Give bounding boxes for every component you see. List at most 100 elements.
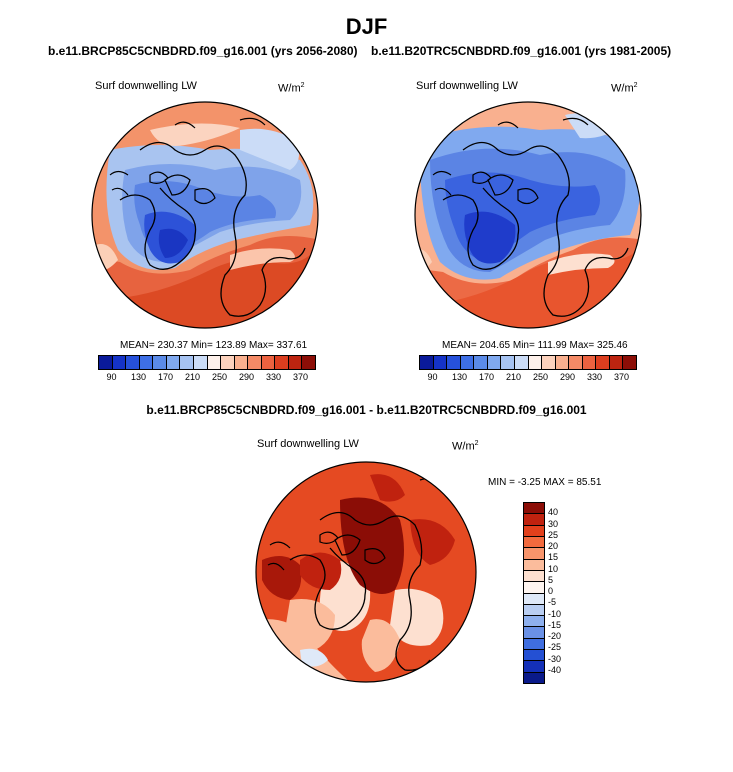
panel3-colorbar-tick-label: -25 — [548, 642, 562, 653]
panel1-colorbar-swatch — [221, 356, 235, 369]
panel3-colorbar-tick-label: -15 — [548, 619, 562, 630]
panel1-colorbar-swatch — [180, 356, 194, 369]
panel1-colorbar — [98, 355, 316, 370]
panel3-colorbar-tick-label: 25 — [548, 529, 559, 540]
panel3-colorbar-tick-label: 5 — [548, 574, 554, 585]
map-panel3-field — [256, 462, 476, 682]
panel2-colorbar-swatch — [609, 356, 624, 369]
panel1-case-label: b.e11.BRCP85C5CNBDRD.f09_g16.001 (yrs 20… — [48, 44, 358, 58]
map-panel1-field — [92, 102, 318, 328]
panel3-stats: MIN = -3.25 MAX = 85.51 — [488, 477, 602, 488]
panel3-colorbar-tick-label: 15 — [548, 552, 559, 563]
panel1-colorbar-tick-label: 210 — [184, 372, 201, 382]
panel1-colorbar-swatch — [139, 356, 154, 369]
panel2-colorbar-swatch — [501, 356, 515, 369]
panel2-colorbar-swatch — [447, 356, 461, 369]
panel1-colorbar-swatch — [99, 356, 113, 369]
panel1-colorbar-swatch — [275, 356, 289, 369]
panel2-colorbar — [419, 355, 637, 370]
panel2-stats: MEAN= 204.65 Min= 111.99 Max= 325.46 — [442, 340, 628, 351]
panel2-colorbar-tick-label: 370 — [613, 372, 630, 382]
panel3-case-label: b.e11.BRCP85C5CNBDRD.f09_g16.001 - b.e11… — [146, 403, 587, 417]
panel3-colorbar-swatch — [524, 638, 544, 651]
panel3-colorbar-swatch — [524, 559, 544, 571]
panel3-colorbar-swatch — [524, 661, 544, 673]
panel3-colorbar-tick-label: -10 — [548, 608, 562, 619]
panel2-colorbar-swatch — [623, 356, 636, 369]
panel2-colorbar-swatch — [542, 356, 556, 369]
panel3-colorbar-swatch — [524, 627, 544, 639]
panel2-colorbar-swatch — [487, 356, 502, 369]
panel3-colorbar-swatch — [524, 672, 544, 683]
panel2-colorbar-tick-label: 90 — [427, 372, 438, 382]
panel3-colorbar-swatch — [524, 548, 544, 560]
panel3-colorbar-swatch — [524, 616, 544, 628]
panel3-colorbar-swatch — [524, 525, 544, 537]
panel2-colorbar-swatch — [555, 356, 570, 369]
panel2-colorbar-tick-label: 170 — [478, 372, 495, 382]
map-panel2-field — [415, 102, 641, 328]
panel3-colorbar-tick-label: 20 — [548, 541, 559, 551]
panel2-colorbar-swatch — [420, 356, 434, 369]
panel1-stats: MEAN= 230.37 Min= 123.89 Max= 337.61 — [120, 340, 308, 351]
panel2-colorbar-swatch — [474, 356, 488, 369]
panel1-colorbar-swatch — [153, 356, 167, 369]
panel3-variable-label: Surf downwelling LW — [257, 438, 359, 450]
panel2-colorbar-tick-label: 130 — [451, 372, 468, 382]
panel2-colorbar-swatch — [433, 356, 448, 369]
panel1-colorbar-swatch — [207, 356, 222, 369]
panel1-units: W/m2 — [278, 82, 305, 95]
panel3-colorbar-tick-label: -20 — [548, 631, 562, 641]
panel3-colorbar-swatch — [524, 582, 544, 594]
panel2-colorbar-tick-label: 330 — [586, 372, 603, 382]
panel3-colorbar-labels: 40 30 25 20 15 10 5 0 -5 -10 -15 -20 -25 -30 -40 — [548, 502, 578, 682]
panel3-colorbar-tick-label: 30 — [548, 518, 559, 529]
panel1-colorbar-tick-label: 330 — [265, 372, 282, 382]
panel1-colorbar-labels: 90 130 170 210 250 290 330 370 — [98, 372, 314, 384]
panel2-units: W/m2 — [611, 82, 638, 95]
panel3-colorbar-swatch — [524, 604, 544, 617]
panel2-case-label: b.e11.B20TRC5CNBDRD.f09_g16.001 (yrs 198… — [371, 44, 672, 58]
panel1-colorbar-swatch — [193, 356, 208, 369]
panel1-colorbar-tick-label: 90 — [106, 372, 117, 382]
panel1-colorbar-swatch — [261, 356, 276, 369]
panel3-colorbar-tick-label: 10 — [548, 563, 559, 574]
panel2-colorbar-swatch — [528, 356, 543, 369]
panel1-colorbar-tick-label: 370 — [292, 372, 309, 382]
panel1-colorbar-swatch — [288, 356, 303, 369]
panel3-colorbar-tick-label: -30 — [548, 653, 562, 664]
panel3-colorbar-swatch — [524, 514, 544, 526]
panel1-colorbar-swatch — [234, 356, 249, 369]
panel2-colorbar-swatch — [596, 356, 610, 369]
panel1-colorbar-swatch — [126, 356, 140, 369]
panel3-colorbar-tick-label: -40 — [548, 664, 562, 675]
panel2-colorbar-tick-label: 290 — [559, 372, 576, 382]
panel1-colorbar-swatch — [166, 356, 181, 369]
panel3-colorbar-tick-label: 0 — [548, 586, 554, 596]
panel2-colorbar-swatch — [460, 356, 475, 369]
panel1-colorbar-tick-label: 130 — [130, 372, 147, 382]
panel1-colorbar-swatch — [302, 356, 315, 369]
panel1-colorbar-swatch — [112, 356, 127, 369]
panel3-colorbar-swatch — [524, 593, 544, 605]
panel1-colorbar-tick-label: 290 — [238, 372, 255, 382]
panel3-colorbar-swatch — [524, 650, 544, 662]
panel3-colorbar-tick-label: -5 — [548, 597, 557, 608]
page-title: DJF — [345, 14, 388, 39]
panel1-colorbar-tick-label: 250 — [211, 372, 228, 382]
panel2-colorbar-tick-label: 210 — [505, 372, 522, 382]
panel3-colorbar-swatch — [524, 536, 544, 549]
panel1-variable-label: Surf downwelling LW — [95, 80, 197, 92]
panel2-colorbar-swatch — [514, 356, 529, 369]
panel3-colorbar-tick-label: 40 — [548, 507, 559, 518]
panel2-colorbar-swatch — [582, 356, 597, 369]
panel1-colorbar-swatch — [248, 356, 262, 369]
panel3-colorbar-swatch — [524, 503, 544, 515]
panel3-colorbar-swatch — [524, 570, 544, 583]
panel2-colorbar-swatch — [569, 356, 583, 369]
panel3-colorbar — [523, 502, 545, 684]
panel2-colorbar-labels: 90 130 170 210 250 290 330 370 — [419, 372, 635, 384]
panel2-variable-label: Surf downwelling LW — [416, 80, 518, 92]
panel1-colorbar-tick-label: 170 — [157, 372, 174, 382]
